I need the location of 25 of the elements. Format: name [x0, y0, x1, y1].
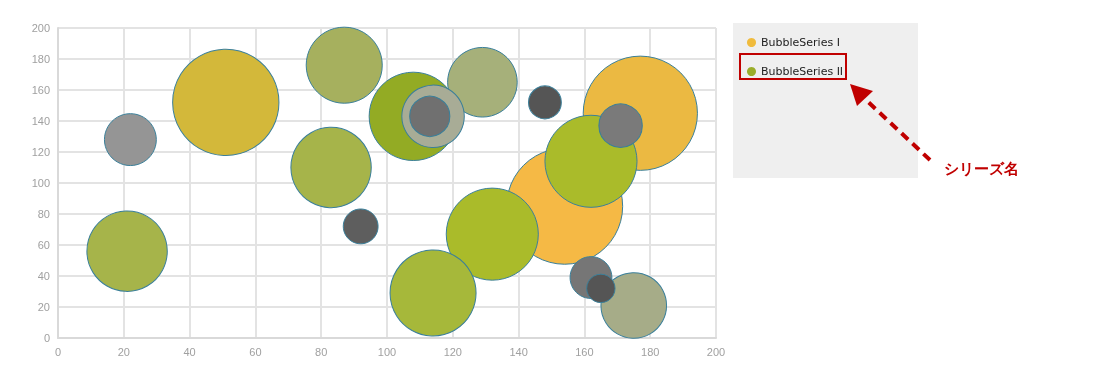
x-tick-label: 20 — [117, 345, 130, 358]
y-tick-label: 120 — [31, 146, 50, 158]
x-tick-label: 60 — [249, 345, 262, 358]
y-tick-label: 40 — [37, 270, 50, 282]
x-tick-label: 40 — [183, 345, 196, 358]
legend-label: BubbleSeries I — [761, 36, 840, 49]
y-tick-label: 20 — [37, 301, 50, 313]
y-tick-label: 140 — [31, 115, 50, 127]
y-tick-label: 100 — [31, 177, 50, 189]
text: シリーズ名 — [944, 160, 1019, 179]
y-tick-label: 160 — [31, 84, 50, 96]
x-tick-label: 200 — [706, 345, 726, 358]
y-tick-label: 0 — [43, 332, 50, 344]
y-tick-label: 200 — [31, 22, 50, 34]
x-tick-label: 180 — [641, 345, 660, 358]
x-tick-label: 80 — [315, 345, 328, 358]
y-tick-label: 80 — [37, 208, 50, 220]
x-tick-label: 140 — [509, 345, 528, 358]
x-tick-label: 160 — [575, 345, 594, 358]
x-tick-label: 120 — [443, 345, 462, 358]
x-tick-label: 0 — [54, 345, 62, 358]
x-tick-label: 100 — [377, 345, 397, 358]
y-tick-label: 60 — [37, 239, 50, 251]
y-tick-label: 180 — [31, 53, 50, 65]
legend-label: BubbleSeries II — [761, 65, 844, 78]
